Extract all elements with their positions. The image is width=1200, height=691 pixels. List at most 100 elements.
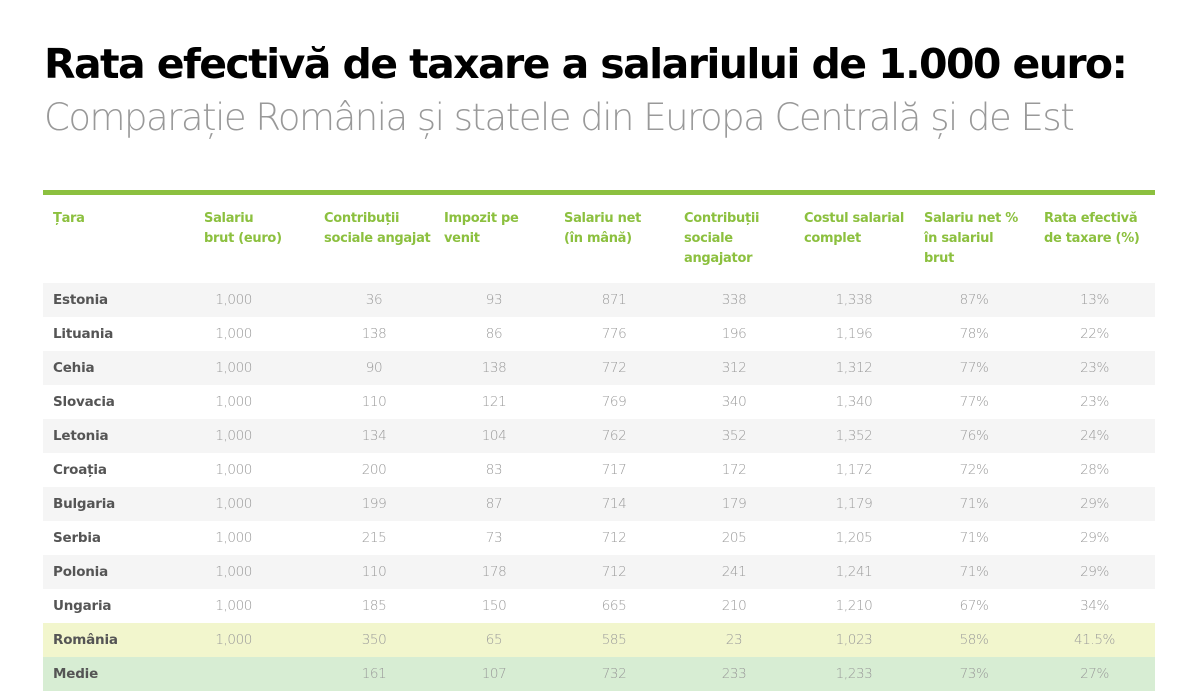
cell-effective-rate: 23% <box>1080 394 1109 410</box>
cell-net-pct: 72% <box>959 462 989 478</box>
cell-income-tax: 83 <box>485 462 503 478</box>
header-line: sociale <box>684 231 733 246</box>
cell-total-cost: 1,205 <box>835 530 873 546</box>
cell-employee-contrib: 90 <box>365 360 383 376</box>
country-name: Estonia <box>53 292 108 308</box>
cell-income-tax: 86 <box>485 326 503 342</box>
table-row: Lituania 1,000 138 86 776 196 1,196 78% 22% <box>43 317 1155 351</box>
cell-effective-rate: 41.5% <box>1074 632 1115 648</box>
cell-net-pct: 71% <box>959 530 989 546</box>
cell-employee-contrib: 138 <box>361 326 387 342</box>
cell-employee-contrib: 199 <box>361 496 387 512</box>
header-col-gross-salary: Salariu brut (euro) <box>194 195 314 283</box>
country-name: Bulgaria <box>53 496 116 512</box>
cell-effective-rate: 24% <box>1080 428 1109 444</box>
cell-net: 717 <box>601 462 627 478</box>
table-body: Estonia 1,000 36 93 871 338 1,338 87% 13% Lituani… <box>43 283 1155 691</box>
cell-gross: 1,000 <box>215 564 252 580</box>
cell-gross: 1,000 <box>215 394 252 410</box>
header-col-employer-contrib: Contribuții sociale angajator <box>674 195 794 283</box>
cell-effective-rate: 13% <box>1080 292 1109 308</box>
cell-total-cost: 1,023 <box>835 632 873 648</box>
cell-net: 712 <box>601 530 627 546</box>
cell-gross: 1,000 <box>215 530 252 546</box>
country-name: Serbia <box>53 530 101 546</box>
header-line: Costul salarial <box>804 211 904 226</box>
cell-gross: 1,000 <box>215 292 252 308</box>
cell-employer-contrib: 241 <box>721 564 747 580</box>
cell-total-cost: 1,338 <box>835 292 873 308</box>
table-row: Croația 1,000 200 83 717 172 1,172 72% 28% <box>43 453 1155 487</box>
cell-gross: 1,000 <box>215 326 252 342</box>
header-line: Salariu <box>204 211 254 226</box>
header-line: Contribuții <box>684 211 760 226</box>
cell-net: 769 <box>601 394 627 410</box>
cell-income-tax: 93 <box>485 292 503 308</box>
cell-effective-rate: 23% <box>1080 360 1109 376</box>
cell-employee-contrib: 110 <box>361 564 387 580</box>
cell-total-cost: 1,233 <box>835 666 873 682</box>
cell-employee-contrib: 110 <box>361 394 387 410</box>
cell-employee-contrib: 215 <box>361 530 387 546</box>
header-col-total-cost: Costul salarial complet <box>794 195 914 283</box>
country-name: Cehia <box>53 360 95 376</box>
cell-gross: 1,000 <box>215 360 252 376</box>
header-line: complet <box>804 231 861 246</box>
cell-employee-contrib: 185 <box>361 598 387 614</box>
cell-effective-rate: 29% <box>1080 530 1109 546</box>
cell-income-tax: 104 <box>481 428 507 444</box>
cell-employer-contrib: 172 <box>721 462 747 478</box>
cell-effective-rate: 27% <box>1080 666 1109 682</box>
cell-effective-rate: 22% <box>1080 326 1109 342</box>
table-row: Slovacia 1,000 110 121 769 340 1,340 77% 23% <box>43 385 1155 419</box>
country-name: Letonia <box>53 428 109 444</box>
table-row-average: Medie 161 107 732 233 1,233 73% 27% <box>43 657 1155 691</box>
header-col-effective-rate: Rata efectivă de taxare (%) <box>1034 195 1155 283</box>
header-col-income-tax: Impozit pe venit <box>434 195 554 283</box>
table-row: Letonia 1,000 134 104 762 352 1,352 76% 24% <box>43 419 1155 453</box>
cell-employer-contrib: 312 <box>721 360 747 376</box>
cell-net-pct: 76% <box>959 428 989 444</box>
country-name: Lituania <box>53 326 114 342</box>
cell-total-cost: 1,241 <box>835 564 873 580</box>
cell-income-tax: 73 <box>485 530 503 546</box>
cell-gross: 1,000 <box>215 496 252 512</box>
cell-effective-rate: 34% <box>1080 598 1109 614</box>
table-header: Țara Salariu brut (euro) Contribuții sociale… <box>43 195 1155 283</box>
cell-employer-contrib: 196 <box>721 326 747 342</box>
cell-employer-contrib: 340 <box>721 394 747 410</box>
table-row: Polonia 1,000 110 178 712 241 1,241 71% 29% <box>43 555 1155 589</box>
header-line: brut (euro) <box>204 231 282 246</box>
header-col-net-pct: Salariu net % în salariul brut <box>914 195 1034 283</box>
header-line: de taxare (%) <box>1044 231 1140 246</box>
cell-effective-rate: 29% <box>1080 564 1109 580</box>
page-title: Rata efectivă de taxare a salariului de … <box>44 40 1128 88</box>
header-line: sociale angajat <box>324 231 431 246</box>
cell-net-pct: 87% <box>959 292 989 308</box>
cell-net-pct: 67% <box>959 598 989 614</box>
accent-divider <box>43 190 1155 195</box>
country-name: Slovacia <box>53 394 115 410</box>
cell-employer-contrib: 338 <box>721 292 747 308</box>
cell-net-pct: 77% <box>959 360 989 376</box>
cell-net: 712 <box>601 564 627 580</box>
table-row-romania: România 1,000 350 65 585 23 1,023 58% 41.5% <box>43 623 1155 657</box>
cell-total-cost: 1,179 <box>835 496 873 512</box>
cell-net: 585 <box>601 632 627 648</box>
cell-employer-contrib: 23 <box>725 632 743 648</box>
header-line: Țara <box>53 211 85 226</box>
cell-net-pct: 71% <box>959 496 989 512</box>
cell-employer-contrib: 233 <box>721 666 747 682</box>
header-line: Contribuții <box>324 211 400 226</box>
country-name: Croația <box>53 462 107 478</box>
cell-total-cost: 1,340 <box>835 394 873 410</box>
cell-total-cost: 1,210 <box>835 598 873 614</box>
cell-income-tax: 87 <box>485 496 503 512</box>
cell-gross: 1,000 <box>215 428 252 444</box>
header-col-net-salary: Salariu net (în mână) <box>554 195 674 283</box>
table-row: Ungaria 1,000 185 150 665 210 1,210 67% 34% <box>43 589 1155 623</box>
cell-total-cost: 1,352 <box>835 428 873 444</box>
cell-income-tax: 121 <box>481 394 507 410</box>
header-line: în salariul <box>924 231 994 246</box>
cell-net-pct: 58% <box>959 632 989 648</box>
